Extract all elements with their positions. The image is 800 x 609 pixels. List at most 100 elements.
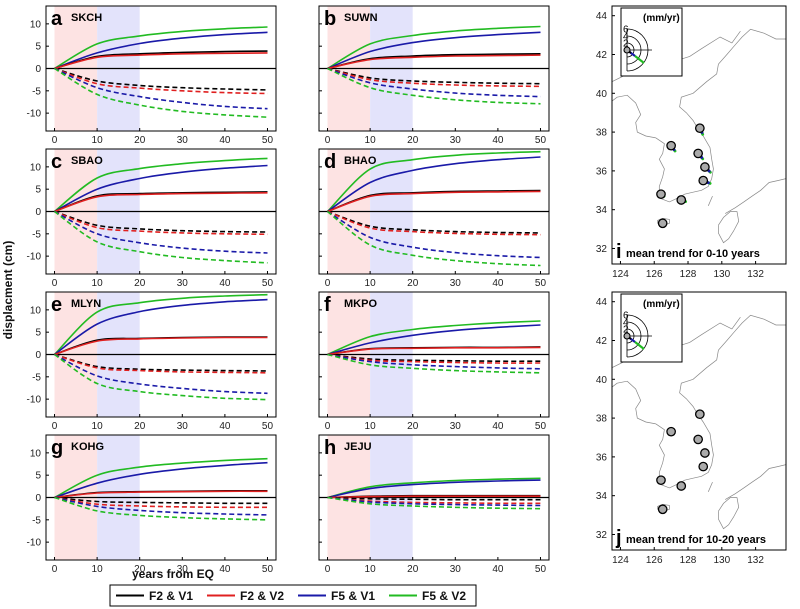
y-tick-label: 5 — [35, 42, 41, 53]
series-f2-v2-dashed — [327, 67, 541, 88]
lat-tick-label: 38 — [596, 128, 608, 139]
station-marker — [666, 426, 676, 437]
series-f2-v2-dashed — [54, 67, 268, 95]
scale-station-marker — [623, 332, 631, 340]
coastline — [612, 94, 656, 139]
station-sbao — [693, 434, 704, 445]
series-f2-v2-solid — [327, 54, 541, 70]
panel-j: 124 126 128 130 13244424038363432642(mm/yr)j… — [596, 291, 787, 566]
y-tick-label: -5 — [32, 372, 41, 383]
coastline — [718, 497, 740, 530]
x-tick-label: 40 — [492, 564, 504, 575]
y-tick-label: -10 — [27, 395, 42, 406]
station-marker — [666, 140, 676, 151]
y-tick-label: -5 — [32, 515, 41, 526]
coastline — [707, 195, 713, 206]
station-marker — [657, 218, 668, 229]
scale-sample-vector — [634, 55, 645, 64]
lat-tick-label: 38 — [596, 414, 608, 425]
x-tick-label: 50 — [262, 564, 274, 575]
coastlines — [612, 28, 786, 244]
x-axis-label: years from EQ — [132, 567, 214, 581]
lon-tick-label: 130 — [713, 269, 730, 280]
series-f2-v2-dashed — [54, 210, 268, 236]
station-kohg — [676, 195, 688, 205]
lat-tick-label: 44 — [596, 11, 608, 22]
station-marker — [656, 189, 666, 200]
x-tick-label: 50 — [262, 278, 274, 289]
coastline — [725, 464, 786, 500]
series-f2-v1-dashed — [327, 210, 541, 234]
series-f5-v2-solid — [53, 293, 268, 356]
y-tick-label: 5 — [35, 185, 41, 196]
coastline — [718, 211, 740, 244]
x-tick-label: 30 — [450, 278, 462, 289]
series-f5-v1-dashed — [327, 210, 541, 259]
series-f2-v2-solid — [327, 346, 541, 356]
legend-entry: F5 & V1 — [298, 589, 375, 603]
series-f2-v2-solid — [54, 336, 268, 356]
series-f2-v1-dashed — [54, 496, 268, 505]
y-tick-label: -10 — [27, 109, 42, 120]
y-tick-label: 0 — [35, 493, 41, 504]
series-f2-v2-dashed — [54, 496, 268, 509]
panel-letter: f — [324, 294, 331, 316]
series-f5-v1-solid — [54, 164, 268, 213]
panel-letter: h — [324, 437, 336, 459]
x-tick-label: 0 — [52, 564, 58, 575]
station-marker — [700, 448, 710, 458]
legend: F2 & V1 F2 & V2 F5 & V1 F5 & V2 — [109, 584, 477, 607]
series-f5-v1-dashed — [54, 67, 268, 110]
series-f5-v1-solid — [327, 156, 541, 213]
station-marker — [694, 123, 705, 134]
station-sbao — [693, 148, 705, 161]
station-jeju — [657, 504, 668, 515]
legend-label: F2 & V1 — [149, 589, 193, 603]
x-tick-label: 0 — [52, 135, 58, 146]
scale-ring-label: 4 — [623, 318, 629, 329]
station-name: SKCH — [71, 12, 102, 24]
series-f2-v1-dashed — [54, 67, 268, 91]
scale-inset: 642 (mm/yr) — [620, 7, 683, 77]
legend-entry: F2 & V1 — [116, 589, 193, 603]
map-caption: mean trend for 10-20 years — [626, 534, 766, 546]
map-frame — [611, 5, 787, 265]
series-f2-v1-solid — [54, 50, 268, 70]
coastline — [725, 178, 786, 214]
station-marker — [694, 409, 705, 420]
scale-sample-vector — [634, 341, 645, 350]
station-marker — [693, 148, 704, 159]
x-tick-label: 0 — [325, 278, 331, 289]
series-f2-v2-solid — [54, 52, 268, 70]
coastline — [655, 314, 786, 489]
station-name: KOHG — [71, 441, 104, 453]
lat-tick-label: 40 — [596, 89, 608, 100]
panel-letter: j — [615, 527, 622, 549]
lon-tick-label: 130 — [713, 555, 730, 566]
series-f5-v2-dashed — [54, 67, 268, 118]
series-f5-v1-dashed — [327, 496, 541, 507]
lat-tick-label: 36 — [596, 166, 608, 177]
x-tick-label: 40 — [492, 421, 504, 432]
x-tick-label: 40 — [219, 421, 231, 432]
series-f2-v2-dashed — [327, 353, 541, 364]
series-f5-v1-dashed — [54, 353, 268, 395]
station-marker — [698, 461, 709, 472]
y-tick-label: 10 — [30, 448, 42, 459]
station-bhao — [700, 448, 710, 458]
series-f5-v2-solid — [327, 25, 541, 70]
x-tick-label: 20 — [407, 278, 419, 289]
x-tick-label: 30 — [450, 135, 462, 146]
legend-label: F5 & V2 — [422, 589, 466, 603]
series-f2-v2-dashed — [327, 496, 541, 505]
scale-box — [620, 7, 683, 77]
series-f5-v2-dashed — [327, 67, 541, 105]
station-suwn — [666, 140, 677, 153]
series-f2-v2-dashed — [54, 353, 268, 374]
station-marker — [656, 475, 666, 486]
x-tick-label: 30 — [177, 421, 189, 432]
scale-unit: (mm/yr) — [643, 13, 680, 24]
